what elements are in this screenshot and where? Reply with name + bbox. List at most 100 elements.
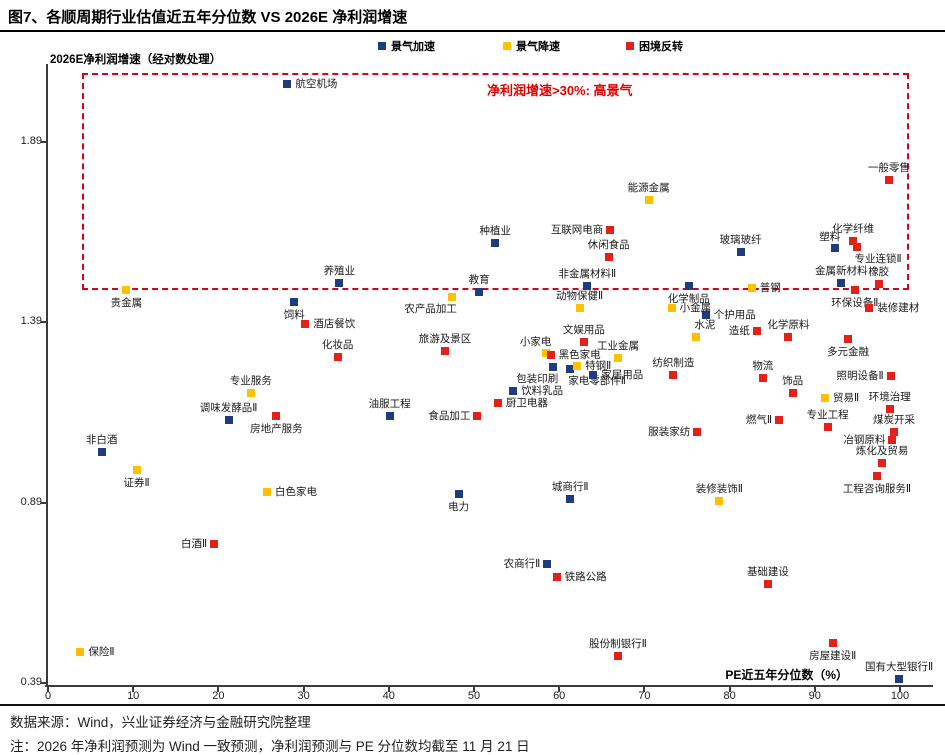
x-axis-title: PE近五年分位数（%） [725, 668, 848, 682]
data-point [692, 332, 701, 341]
point-label: 休闲食品 [587, 239, 630, 252]
point-label: 能源金属 [627, 181, 670, 194]
point-label: 个护用品 [713, 309, 756, 322]
point-label: 专业服务 [229, 374, 272, 387]
y-tick-mark [41, 501, 46, 504]
x-tick-label: 90 [808, 690, 821, 702]
data-point [684, 282, 693, 291]
data-point [788, 388, 797, 397]
data-point [454, 489, 463, 498]
point-label: 农产品加工 [404, 303, 457, 316]
legend-label: 困境反转 [639, 41, 683, 53]
x-tick-mark [132, 687, 135, 692]
point-label: 酒店餐饮 [313, 318, 356, 331]
x-tick-label: 60 [553, 690, 566, 702]
x-tick-mark [813, 687, 816, 692]
x-tick-mark [728, 687, 731, 692]
point-label: 电力 [448, 500, 470, 513]
data-source-note: 数据来源：Wind，兴业证券经济与金融研究院整理 [10, 715, 311, 730]
data-point [604, 253, 613, 262]
legend-swatch-yellow-icon [503, 42, 511, 50]
point-label: 多元金融 [827, 345, 870, 358]
point-label: 一般零售 [867, 161, 910, 174]
legend-label: 景气降速 [516, 41, 560, 53]
legend-label: 景气加速 [391, 41, 435, 53]
point-label: 纺织制造 [652, 356, 695, 369]
y-tick-label: 0.89 [20, 495, 42, 508]
data-point [441, 347, 450, 356]
point-label: 城商行Ⅱ [551, 481, 589, 494]
point-label: 基础建设 [746, 565, 789, 578]
data-point [752, 327, 761, 336]
data-point [849, 237, 858, 246]
data-point [874, 280, 883, 289]
point-label: 贸易Ⅱ [833, 392, 860, 405]
data-point [606, 226, 615, 235]
footer-divider [0, 704, 945, 706]
data-point [613, 354, 622, 363]
point-label: 股份制银行Ⅱ [589, 637, 647, 650]
data-point [76, 648, 85, 657]
data-point [493, 399, 502, 408]
data-point [579, 338, 588, 347]
x-tick-mark [302, 687, 305, 692]
data-point [890, 428, 899, 437]
data-point [775, 415, 784, 424]
point-label: 黑色家电 [558, 348, 601, 361]
point-label: 房地产服务 [250, 423, 303, 436]
point-label: 小家电 [519, 335, 552, 348]
point-label: 种植业 [479, 224, 512, 237]
data-point [850, 285, 859, 294]
point-label: 饮料乳品 [521, 384, 564, 397]
x-tick-mark [473, 687, 475, 692]
point-label: 饰品 [782, 374, 804, 387]
point-label: 塑料 [819, 231, 841, 244]
data-point [784, 332, 793, 341]
data-point [290, 298, 299, 307]
x-tick-label: 70 [638, 690, 651, 702]
point-label: 环境治理 [868, 390, 911, 403]
data-point [884, 175, 893, 184]
data-point [573, 361, 582, 370]
data-point [272, 412, 281, 421]
data-point [224, 415, 233, 424]
data-point [473, 412, 482, 421]
point-label: 煤炭开采 [873, 414, 916, 427]
data-point [301, 320, 310, 329]
point-label: 装修装饰Ⅱ [695, 482, 743, 495]
x-tick-label: 10 [127, 690, 140, 702]
x-tick-label: 30 [297, 690, 310, 702]
point-label: 非金属材料Ⅱ [558, 268, 617, 281]
data-point [747, 284, 756, 293]
data-point [758, 374, 767, 383]
data-point [821, 394, 830, 403]
point-label: 化学制品 [667, 293, 710, 306]
x-tick-label: 40 [382, 690, 395, 702]
point-label: 国有大型银行Ⅱ [865, 661, 934, 674]
point-label: 专业连锁Ⅱ [854, 252, 902, 265]
data-point [546, 350, 555, 359]
point-label: 橡胶 [868, 266, 890, 279]
data-point [122, 285, 131, 294]
point-label: 白酒Ⅱ [180, 538, 208, 551]
data-point [888, 435, 897, 444]
point-label: 工业金属 [596, 340, 639, 353]
point-label: 小金属 [679, 301, 712, 314]
data-point [895, 675, 904, 684]
point-label: 航空机场 [295, 78, 338, 91]
point-label: 家电零部件Ⅱ [568, 375, 626, 388]
point-label: 化妆品 [321, 338, 354, 351]
data-point [210, 540, 219, 549]
data-point [262, 487, 271, 496]
x-axis-line [45, 685, 933, 687]
point-label: 饲料 [283, 309, 305, 322]
data-point [132, 466, 141, 475]
point-label: 造纸 [728, 325, 750, 338]
point-label: 化学原料 [767, 318, 810, 331]
point-label: 炼化及贸易 [855, 444, 909, 457]
point-label: 普钢 [759, 282, 781, 295]
point-label: 化学纤维 [832, 223, 875, 236]
point-label: 包装印刷 [516, 373, 559, 386]
data-point [823, 422, 832, 431]
